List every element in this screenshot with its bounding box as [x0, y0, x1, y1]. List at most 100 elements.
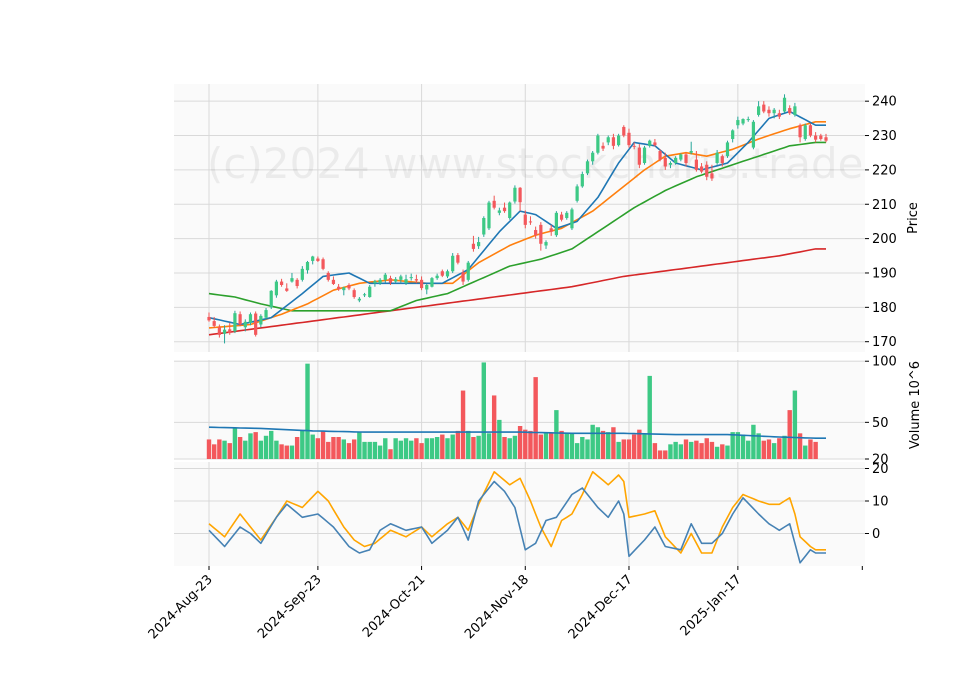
- candle-body: [819, 135, 823, 139]
- candle: [383, 272, 387, 283]
- volume-bar: [398, 440, 404, 459]
- candle-body: [616, 135, 621, 146]
- volume-bar: [538, 434, 544, 459]
- candle: [477, 236, 481, 249]
- volume-bar: [237, 437, 243, 459]
- candle-body: [570, 209, 574, 229]
- candle: [435, 273, 439, 280]
- candle-body: [756, 106, 761, 115]
- volume-bar: [320, 430, 326, 459]
- price-tick-label: 190: [872, 266, 897, 281]
- volume-bar: [709, 441, 715, 459]
- candle: [513, 185, 517, 204]
- candle-body: [679, 154, 683, 160]
- candle: [331, 276, 336, 285]
- candle-body: [642, 147, 647, 164]
- volume-bar: [491, 395, 497, 459]
- candle: [456, 253, 460, 265]
- candle: [518, 187, 522, 212]
- volume-bar: [761, 440, 766, 459]
- candle-body: [725, 142, 730, 157]
- candle-body: [399, 276, 403, 280]
- volume-bar: [362, 441, 367, 459]
- volume-bar: [797, 433, 803, 459]
- volume-bar: [502, 437, 507, 459]
- candle: [269, 290, 273, 310]
- candle-body: [254, 313, 258, 335]
- volume-bar: [409, 440, 414, 459]
- candle-body: [632, 145, 636, 147]
- candle: [731, 129, 735, 143]
- volume-bar: [388, 449, 393, 459]
- candle: [565, 211, 569, 220]
- candle: [741, 118, 745, 126]
- volume-bar: [357, 432, 362, 459]
- volume-bar: [787, 410, 792, 459]
- candle: [648, 139, 652, 148]
- moving-average-slow: [208, 141, 826, 312]
- candle: [762, 101, 766, 114]
- moving-average-fast: [208, 110, 826, 326]
- candle: [819, 133, 823, 141]
- candle: [373, 279, 377, 287]
- volume-bar: [440, 434, 445, 459]
- price-tick-label: 180: [872, 301, 897, 316]
- volume-bar: [600, 430, 606, 459]
- volume-bar: [771, 443, 777, 459]
- candle-body: [814, 135, 818, 140]
- candle-body: [539, 224, 543, 244]
- candle: [482, 216, 486, 237]
- candle: [684, 152, 688, 167]
- volume-bar: [766, 439, 772, 459]
- volume-bar: [621, 439, 626, 459]
- candle: [388, 275, 393, 285]
- candle-body: [544, 242, 548, 246]
- candle: [591, 151, 595, 165]
- candle: [264, 308, 268, 320]
- volume-bar: [471, 437, 476, 459]
- candle-body: [337, 286, 341, 290]
- candle-body: [710, 173, 714, 179]
- candle-body: [222, 329, 227, 334]
- candle: [248, 312, 253, 326]
- candle: [466, 260, 470, 282]
- candle: [528, 216, 533, 225]
- candle-body: [502, 207, 507, 212]
- candle-body: [388, 278, 393, 283]
- volume-bar: [336, 437, 341, 459]
- candle-body: [534, 230, 538, 236]
- candle: [508, 201, 512, 220]
- candle-body: [684, 154, 688, 164]
- candle-body: [808, 125, 813, 136]
- candle-body: [720, 156, 724, 164]
- candle-body: [212, 321, 216, 326]
- volume-bar: [528, 430, 533, 459]
- candle: [694, 151, 698, 172]
- candle: [798, 123, 802, 143]
- volume-bar: [331, 437, 336, 459]
- volume-bar: [657, 450, 663, 459]
- candle-body: [285, 288, 289, 291]
- candle-body: [508, 202, 512, 218]
- candle-body: [585, 161, 590, 174]
- candle: [305, 260, 310, 274]
- candle: [461, 269, 465, 285]
- candle: [616, 133, 621, 147]
- volume-bar: [678, 444, 684, 459]
- candle: [699, 163, 704, 174]
- volume-bar: [455, 430, 461, 459]
- candle: [756, 101, 761, 117]
- candle-body: [591, 152, 595, 162]
- candle-body: [751, 121, 756, 148]
- candle: [772, 108, 776, 119]
- candle: [274, 279, 279, 298]
- candle: [544, 240, 548, 249]
- candle-body: [451, 255, 455, 272]
- candle: [570, 207, 574, 231]
- candle: [342, 286, 346, 296]
- candle-body: [228, 329, 232, 334]
- candle-body: [430, 278, 434, 287]
- candle-body: [217, 327, 221, 335]
- candle-body: [782, 97, 787, 112]
- volume-bar: [315, 438, 321, 459]
